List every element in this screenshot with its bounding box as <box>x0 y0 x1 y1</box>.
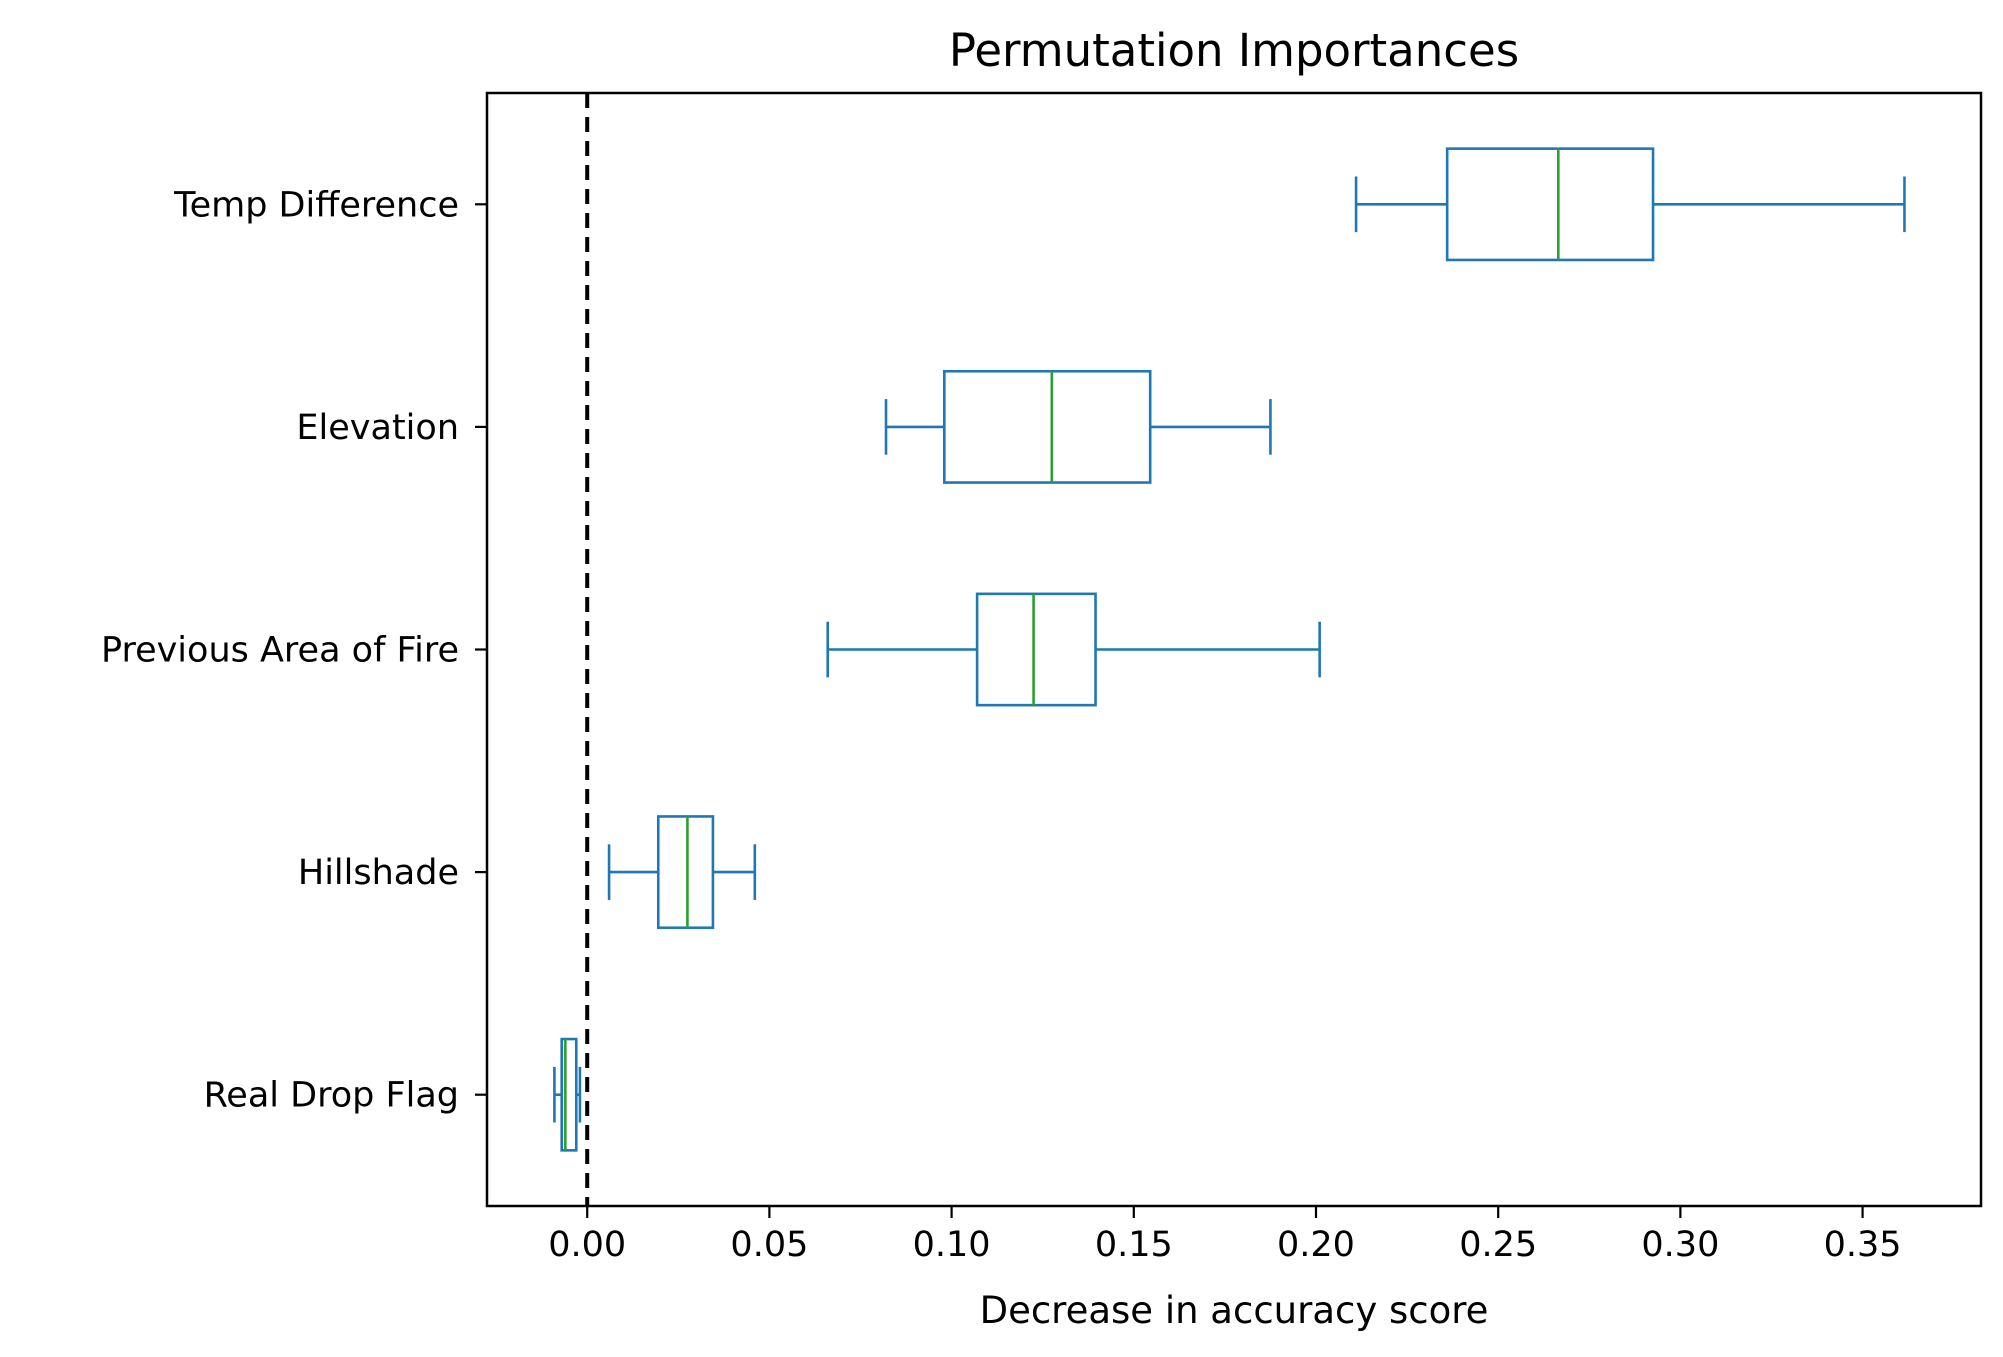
y-tick-label: Hillshade <box>298 853 459 893</box>
box <box>1445 147 1655 262</box>
chart-title: Permutation Importances <box>949 24 1519 77</box>
x-tick-label: 0.25 <box>1459 1225 1537 1265</box>
x-tick-label: 0.05 <box>730 1225 808 1265</box>
x-tick-label: 0.30 <box>1641 1225 1719 1265</box>
x-axis-title: Decrease in accuracy score <box>980 1289 1489 1332</box>
box <box>656 815 715 930</box>
y-tick-label: Elevation <box>296 408 459 448</box>
box <box>943 369 1152 484</box>
y-tick-label: Real Drop Flag <box>204 1076 459 1116</box>
x-tick-label: 0.20 <box>1277 1225 1355 1265</box>
x-tick-label: 0.15 <box>1095 1225 1173 1265</box>
box <box>560 1037 578 1152</box>
x-tick-label: 0.00 <box>548 1225 626 1265</box>
box <box>975 592 1097 707</box>
x-tick-label: 0.35 <box>1824 1225 1902 1265</box>
y-tick-label: Previous Area of Fire <box>101 631 459 671</box>
x-tick-label: 0.10 <box>913 1225 991 1265</box>
y-tick-label: Temp Difference <box>173 185 459 225</box>
plot-area-frame <box>485 91 1983 1208</box>
